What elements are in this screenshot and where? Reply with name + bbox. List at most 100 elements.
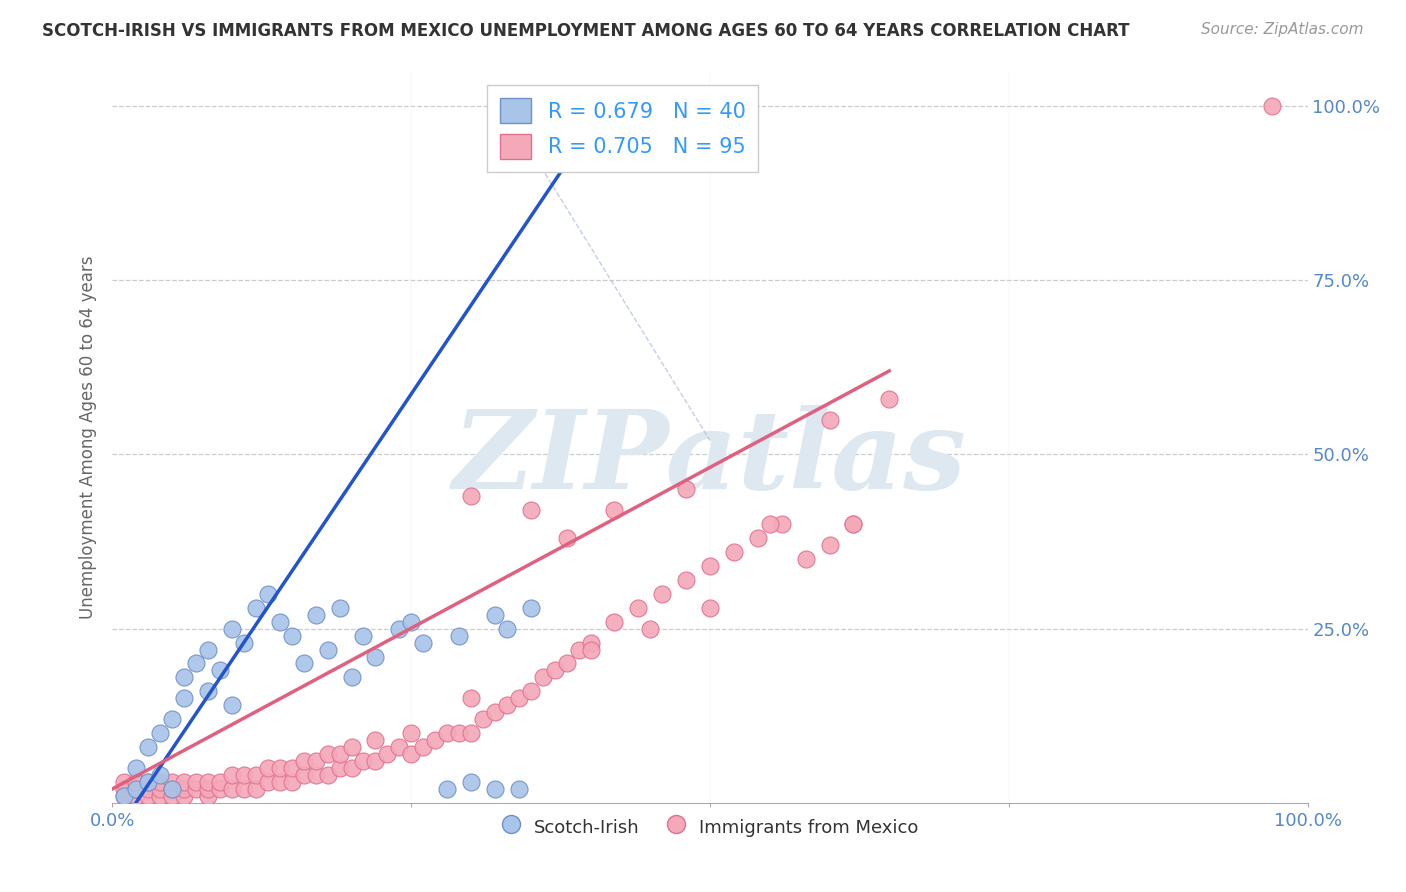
Point <box>496 622 519 636</box>
Point <box>460 726 482 740</box>
Point <box>818 412 841 426</box>
Point <box>149 726 172 740</box>
Point <box>209 775 232 789</box>
Point <box>401 747 423 761</box>
Point <box>747 531 769 545</box>
Point <box>460 775 482 789</box>
Point <box>281 775 304 789</box>
Point <box>197 789 219 803</box>
Point <box>842 517 865 532</box>
Point <box>162 781 183 796</box>
Point <box>699 558 721 573</box>
Point <box>149 789 172 803</box>
Point <box>520 600 543 615</box>
Point <box>114 789 135 803</box>
Point <box>197 684 219 698</box>
Text: Source: ZipAtlas.com: Source: ZipAtlas.com <box>1201 22 1364 37</box>
Point <box>770 517 793 532</box>
Point <box>1261 99 1284 113</box>
Point <box>340 670 363 684</box>
Point <box>412 740 434 755</box>
Point <box>555 657 578 671</box>
Point <box>316 747 339 761</box>
Point <box>723 545 745 559</box>
Point <box>364 754 387 768</box>
Point <box>412 635 434 649</box>
Point <box>520 503 543 517</box>
Point <box>197 642 219 657</box>
Point <box>257 587 280 601</box>
Point <box>125 761 148 775</box>
Point <box>364 733 387 747</box>
Point <box>292 768 315 782</box>
Point <box>329 747 352 761</box>
Point <box>401 615 423 629</box>
Point <box>233 768 256 782</box>
Point <box>651 587 673 601</box>
Point <box>352 629 374 643</box>
Point <box>114 781 135 796</box>
Point <box>173 781 195 796</box>
Point <box>269 615 291 629</box>
Point <box>186 781 208 796</box>
Point <box>388 740 411 755</box>
Point <box>842 517 865 532</box>
Point <box>699 600 721 615</box>
Point <box>377 747 399 761</box>
Point <box>496 698 519 713</box>
Point <box>579 635 602 649</box>
Point <box>520 684 543 698</box>
Point <box>125 781 148 796</box>
Point <box>388 622 411 636</box>
Point <box>436 726 458 740</box>
Point <box>879 392 901 406</box>
Point <box>221 622 243 636</box>
Point <box>173 691 195 706</box>
Point <box>508 691 530 706</box>
Point <box>257 775 280 789</box>
Point <box>305 754 328 768</box>
Point <box>149 781 172 796</box>
Point <box>543 664 565 678</box>
Point <box>340 740 363 755</box>
Point <box>138 781 160 796</box>
Point <box>173 670 195 684</box>
Point <box>579 642 602 657</box>
Point <box>818 538 841 552</box>
Point <box>555 531 578 545</box>
Point <box>209 781 232 796</box>
Point <box>186 657 208 671</box>
Point <box>484 607 506 622</box>
Point <box>138 789 160 803</box>
Point <box>162 781 183 796</box>
Point <box>138 740 160 755</box>
Point <box>125 789 148 803</box>
Y-axis label: Unemployment Among Ages 60 to 64 years: Unemployment Among Ages 60 to 64 years <box>79 255 97 619</box>
Point <box>173 789 195 803</box>
Point <box>197 781 219 796</box>
Point <box>484 781 506 796</box>
Point <box>316 642 339 657</box>
Point <box>447 726 470 740</box>
Point <box>603 615 626 629</box>
Point <box>675 573 697 587</box>
Point <box>460 489 482 503</box>
Point <box>245 600 267 615</box>
Point <box>484 705 506 719</box>
Point <box>173 775 195 789</box>
Point <box>114 775 135 789</box>
Point <box>114 789 135 803</box>
Point <box>603 503 626 517</box>
Point <box>292 754 315 768</box>
Point <box>794 552 817 566</box>
Point <box>221 698 243 713</box>
Point <box>269 761 291 775</box>
Point <box>447 629 470 643</box>
Point <box>138 775 160 789</box>
Point <box>257 761 280 775</box>
Point <box>340 761 363 775</box>
Point <box>305 768 328 782</box>
Text: SCOTCH-IRISH VS IMMIGRANTS FROM MEXICO UNEMPLOYMENT AMONG AGES 60 TO 64 YEARS CO: SCOTCH-IRISH VS IMMIGRANTS FROM MEXICO U… <box>42 22 1129 40</box>
Point <box>316 768 339 782</box>
Point <box>149 768 172 782</box>
